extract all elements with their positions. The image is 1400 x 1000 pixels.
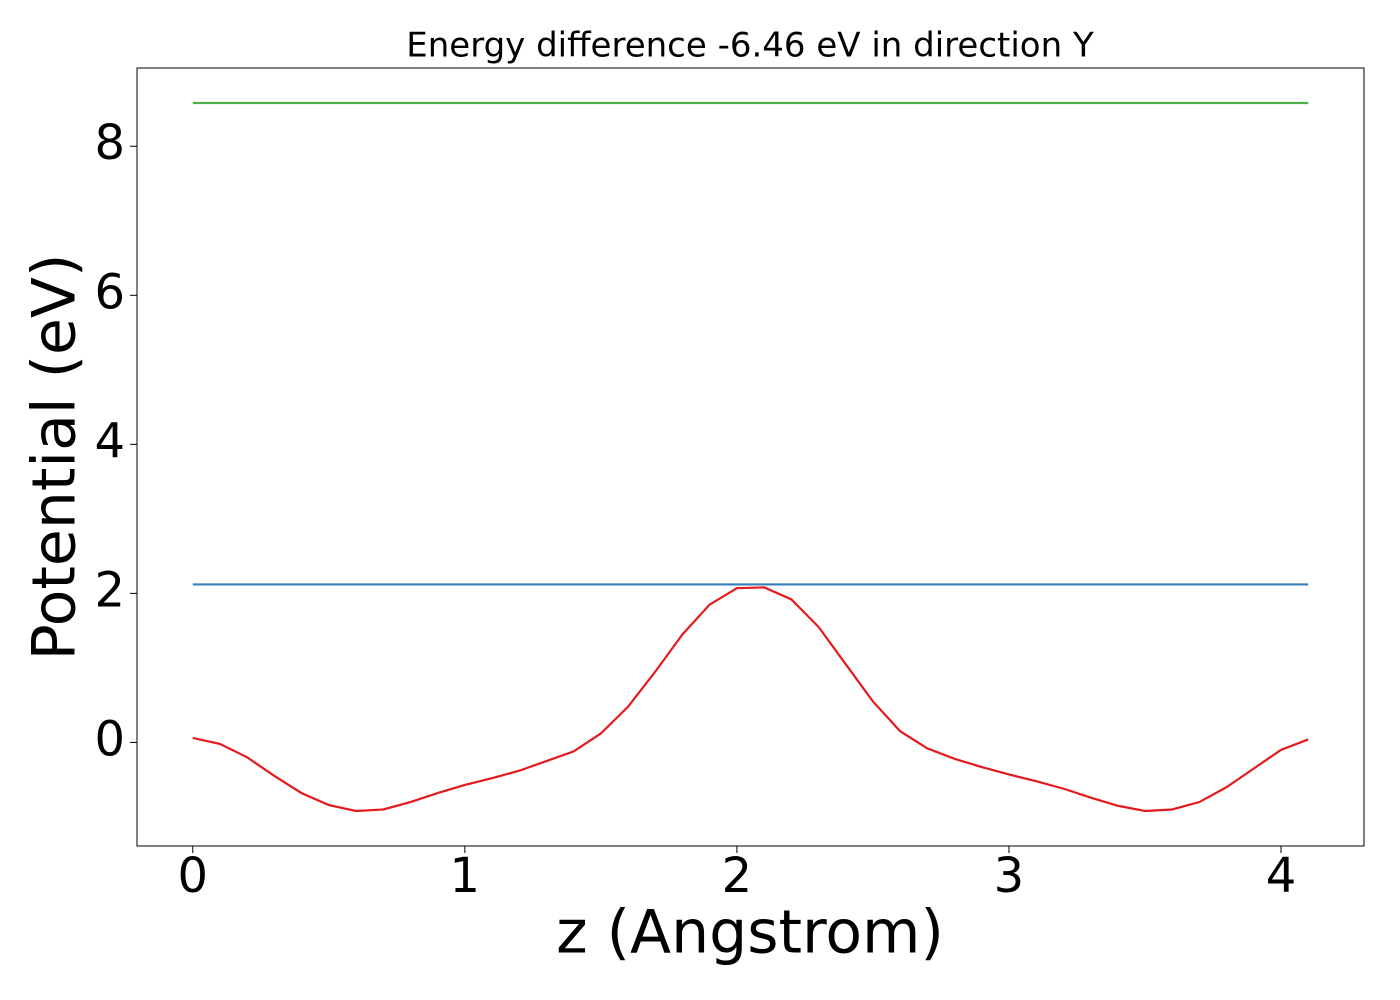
x-tick-label: 4 <box>1266 848 1297 904</box>
chart-title: Energy difference -6.46 eV in direction … <box>406 26 1094 66</box>
x-tick-label: 2 <box>722 848 753 904</box>
y-tick-label: 6 <box>94 264 125 320</box>
y-tick-label: 4 <box>94 413 125 469</box>
x-tick-label: 3 <box>994 848 1025 904</box>
data-line <box>192 586 1309 813</box>
x-tick-label: 0 <box>177 848 208 904</box>
y-axis-label: Potential (eV) <box>20 254 90 661</box>
x-axis-label: z (Angstrom) <box>556 898 944 968</box>
plot-frame <box>136 67 1365 847</box>
x-tick-label: 1 <box>450 848 481 904</box>
y-tick-label: 2 <box>94 562 125 618</box>
y-tick-label: 0 <box>94 711 125 767</box>
y-tick-label: 8 <box>94 115 125 171</box>
